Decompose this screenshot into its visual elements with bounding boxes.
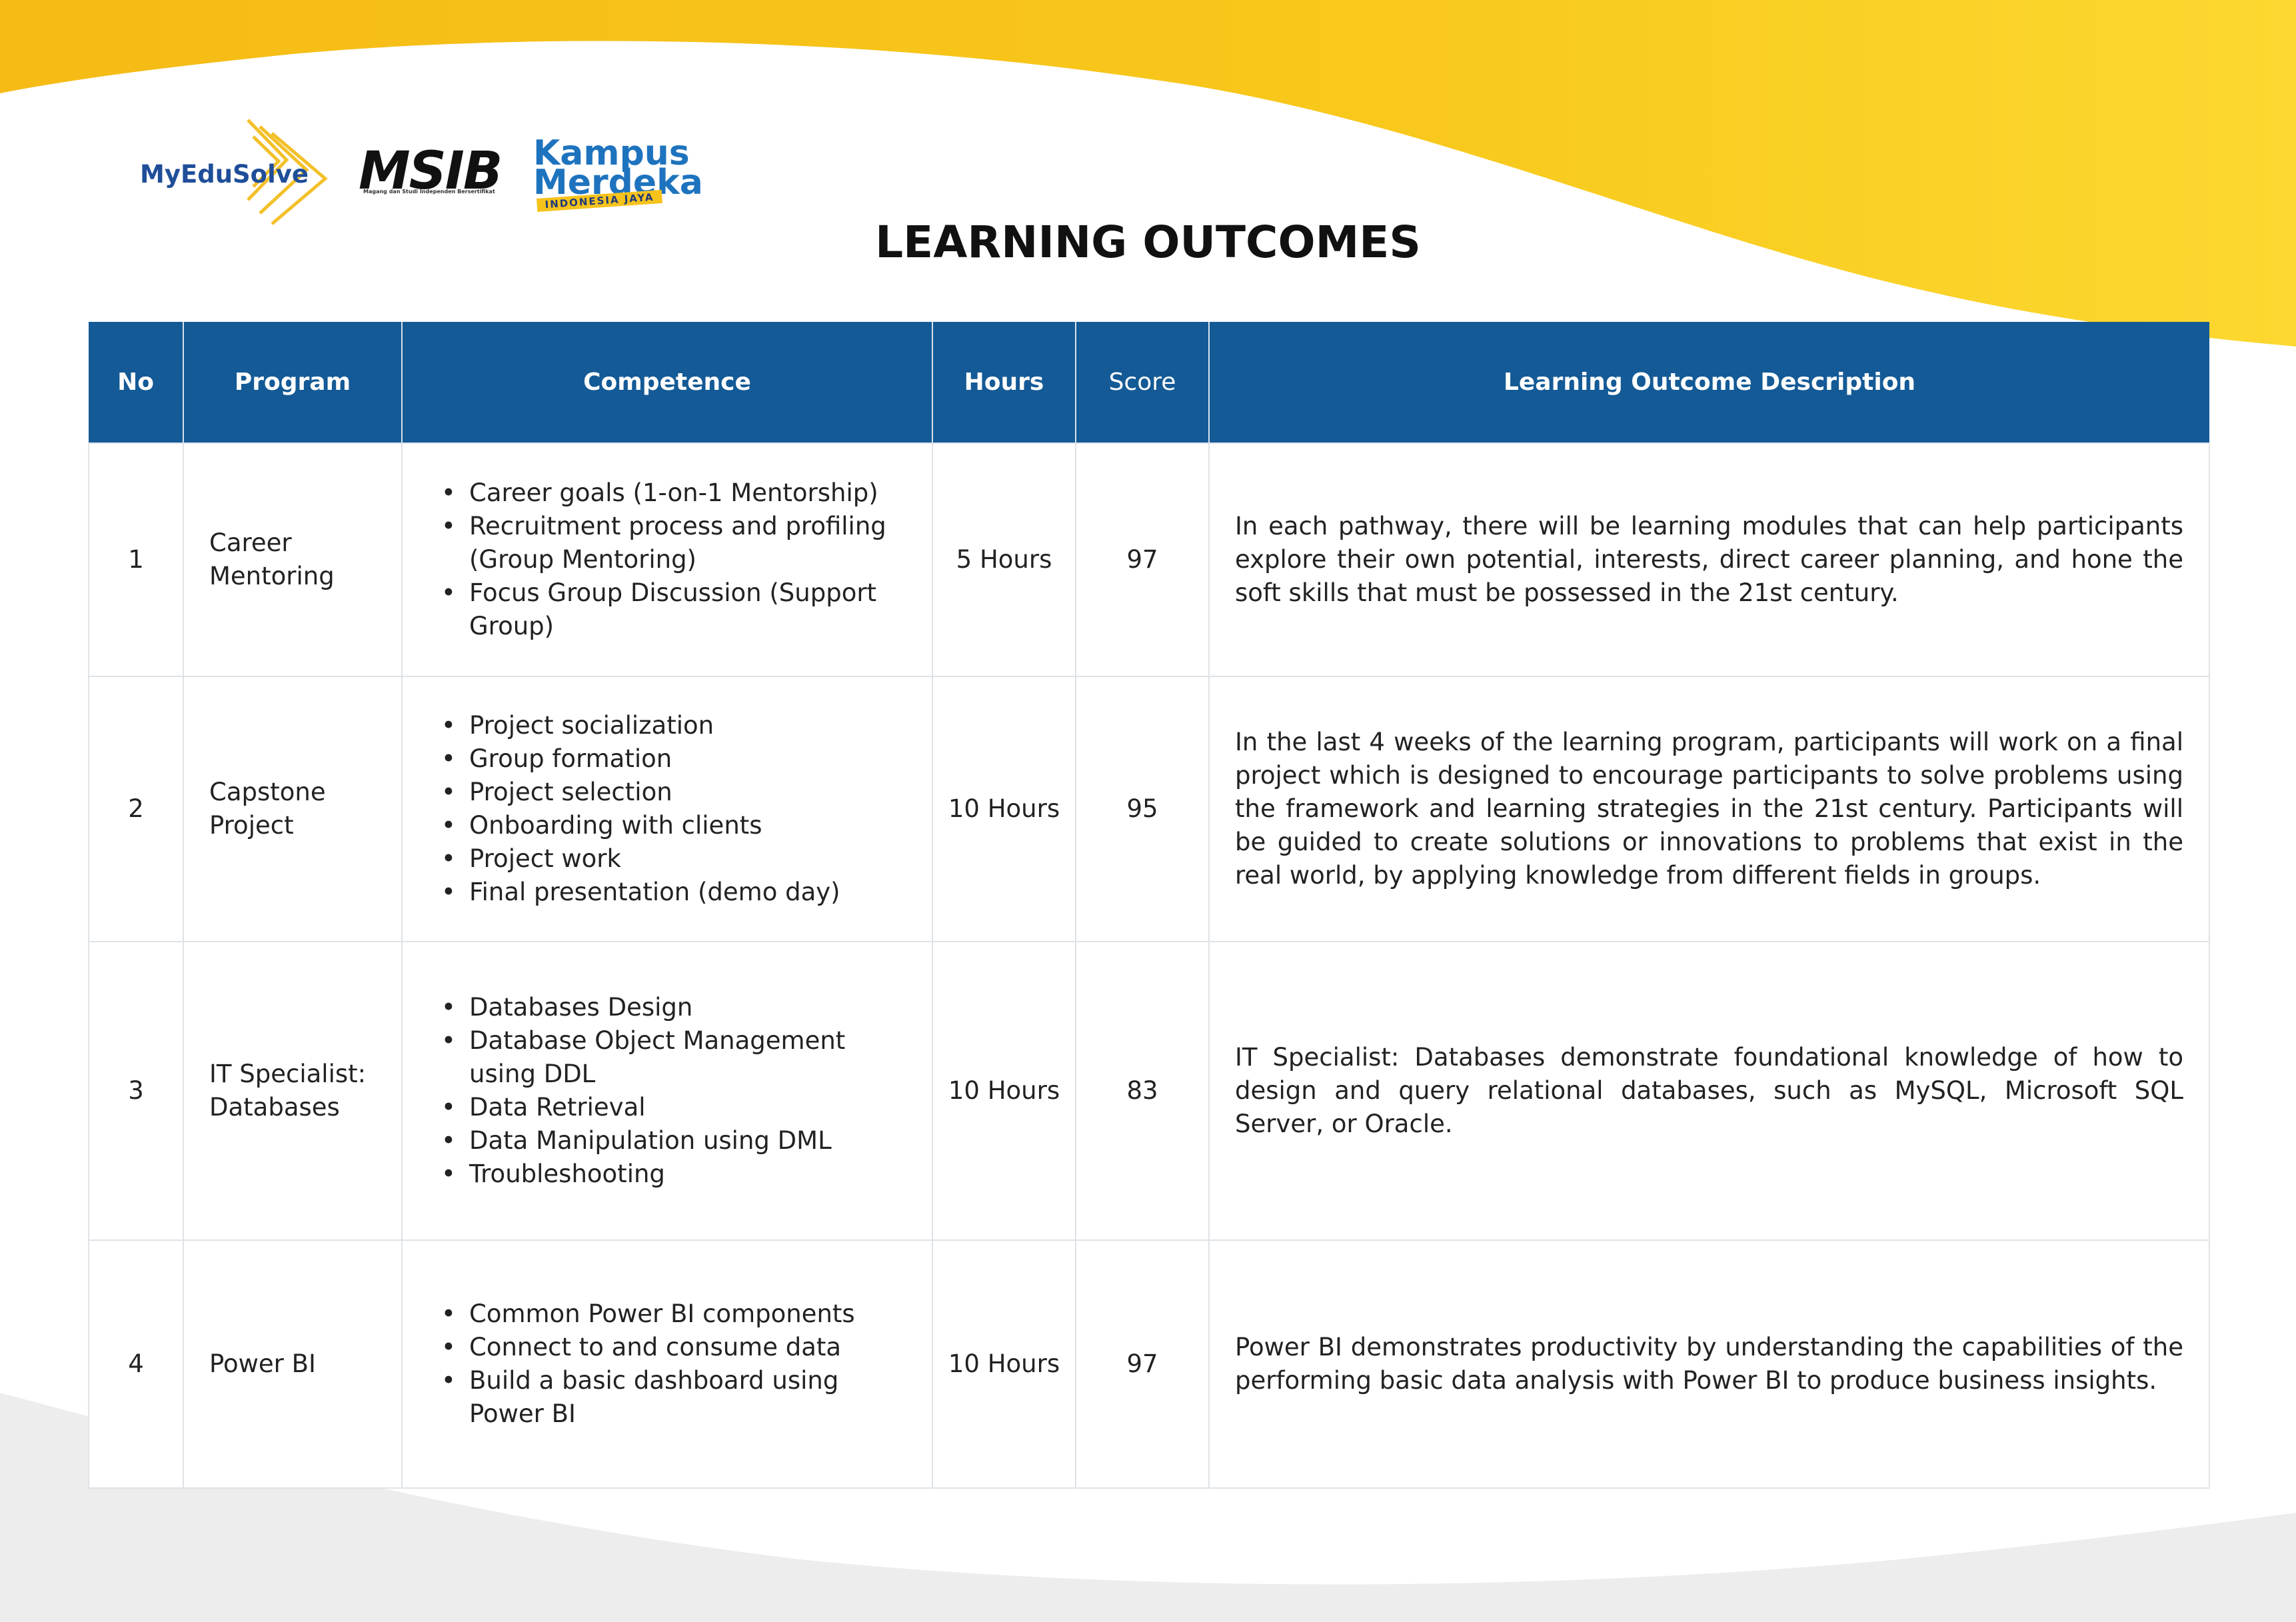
competence-item: Project socialization — [419, 709, 918, 742]
table-row: 3 IT Specialist: Databases Databases Des… — [88, 941, 2210, 1241]
outcome-description: Power BI demonstrates productivity by un… — [1208, 1239, 2210, 1489]
outcome-description: In each pathway, there will be learning … — [1208, 442, 2210, 677]
row-number: 2 — [88, 676, 184, 942]
competence-list: Databases Design Database Object Managem… — [419, 991, 918, 1191]
competence-list: Project socialization Group formation Pr… — [419, 709, 918, 909]
logos-row: MyEduSolve MSIB Magang dan Studi Indepen… — [0, 0, 733, 253]
header-score: Score — [1076, 322, 1210, 443]
competence-item: Recruitment process and profiling (Group… — [419, 510, 918, 576]
competence-item: Data Manipulation using DML — [419, 1124, 918, 1158]
competence-item: Career goals (1-on-1 Mentorship) — [419, 476, 918, 510]
hours-value: 5 Hours — [932, 442, 1076, 677]
competence-list: Career goals (1-on-1 Mentorship) Recruit… — [419, 476, 918, 643]
header-competence: Competence — [402, 322, 933, 443]
top-yellow-wave — [0, 0, 2296, 347]
page-title: LEARNING OUTCOMES — [875, 217, 1421, 268]
row-number: 3 — [88, 941, 184, 1241]
hours-value: 10 Hours — [932, 1239, 1076, 1489]
competence-item: Common Power BI components — [419, 1297, 918, 1331]
msib-tagline: Magang dan Studi Independen Bersertifika… — [363, 189, 495, 195]
competence-list-cell: Databases Design Database Object Managem… — [401, 941, 933, 1241]
row-number: 1 — [88, 442, 184, 677]
competence-item: Project work — [419, 842, 918, 876]
myedusolve-logo-icon — [247, 119, 328, 225]
competence-item: Connect to and consume data — [419, 1331, 918, 1364]
learning-outcomes-table: No Program Competence Hours Score Learni… — [88, 322, 2210, 1489]
row-number: 4 — [88, 1239, 184, 1489]
program-name: Power BI — [183, 1239, 403, 1489]
score-value: 97 — [1075, 1239, 1210, 1489]
bottom-gray-wave — [0, 1393, 2296, 1622]
table-row: 1 Career Mentoring Career goals (1-on-1 … — [88, 442, 2210, 677]
score-value: 83 — [1075, 941, 1210, 1241]
outcome-description: In the last 4 weeks of the learning prog… — [1208, 676, 2210, 942]
header-description: Learning Outcome Description — [1209, 322, 2209, 443]
kampus-merdeka-logo-line1: Kampus — [533, 133, 690, 173]
competence-item: Focus Group Discussion (Support Group) — [419, 576, 918, 643]
header-no: No — [89, 322, 184, 443]
table-row: 4 Power BI Common Power BI components Co… — [88, 1239, 2210, 1489]
competence-list-cell: Common Power BI components Connect to an… — [401, 1239, 933, 1489]
hours-value: 10 Hours — [932, 941, 1076, 1241]
competence-item: Onboarding with clients — [419, 809, 918, 842]
header-hours: Hours — [932, 322, 1076, 443]
competence-item: Database Object Management using DDL — [419, 1024, 918, 1091]
msib-logo: MSIB — [359, 141, 503, 201]
score-value: 95 — [1075, 676, 1210, 942]
competence-item: Troubleshooting — [419, 1158, 918, 1191]
competence-item: Project selection — [419, 776, 918, 809]
competence-list: Common Power BI components Connect to an… — [419, 1297, 918, 1431]
competence-item: Databases Design — [419, 991, 918, 1024]
competence-item: Build a basic dashboard using Power BI — [419, 1364, 918, 1431]
outcome-description: IT Specialist: Databases demonstrate fou… — [1208, 941, 2210, 1241]
myedusolve-logo: MyEduSolve — [140, 160, 309, 189]
competence-item: Group formation — [419, 742, 918, 776]
header-program: Program — [183, 322, 403, 443]
competence-list-cell: Career goals (1-on-1 Mentorship) Recruit… — [401, 442, 933, 677]
competence-item: Data Retrieval — [419, 1091, 918, 1124]
hours-value: 10 Hours — [932, 676, 1076, 942]
competence-item: Final presentation (demo day) — [419, 876, 918, 909]
competence-list-cell: Project socialization Group formation Pr… — [401, 676, 933, 942]
table-header-row: No Program Competence Hours Score Learni… — [89, 322, 2209, 443]
program-name: Capstone Project — [183, 676, 403, 942]
program-name: Career Mentoring — [183, 442, 403, 677]
table-row: 2 Capstone Project Project socialization… — [88, 676, 2210, 942]
program-name: IT Specialist: Databases — [183, 941, 403, 1241]
score-value: 97 — [1075, 442, 1210, 677]
